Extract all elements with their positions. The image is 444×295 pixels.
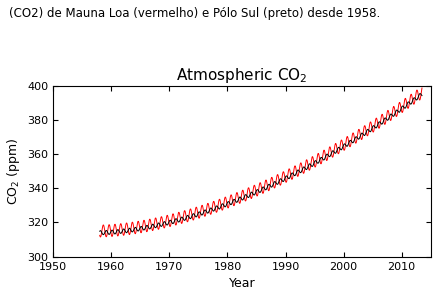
X-axis label: Year: Year (229, 277, 255, 290)
Text: (CO2) de Mauna Loa (vermelho) e Pólo Sul (preto) desde 1958.: (CO2) de Mauna Loa (vermelho) e Pólo Sul… (9, 7, 380, 20)
Title: Atmospheric CO$_2$: Atmospheric CO$_2$ (176, 66, 308, 85)
Y-axis label: CO$_2$ (ppm): CO$_2$ (ppm) (5, 137, 22, 205)
